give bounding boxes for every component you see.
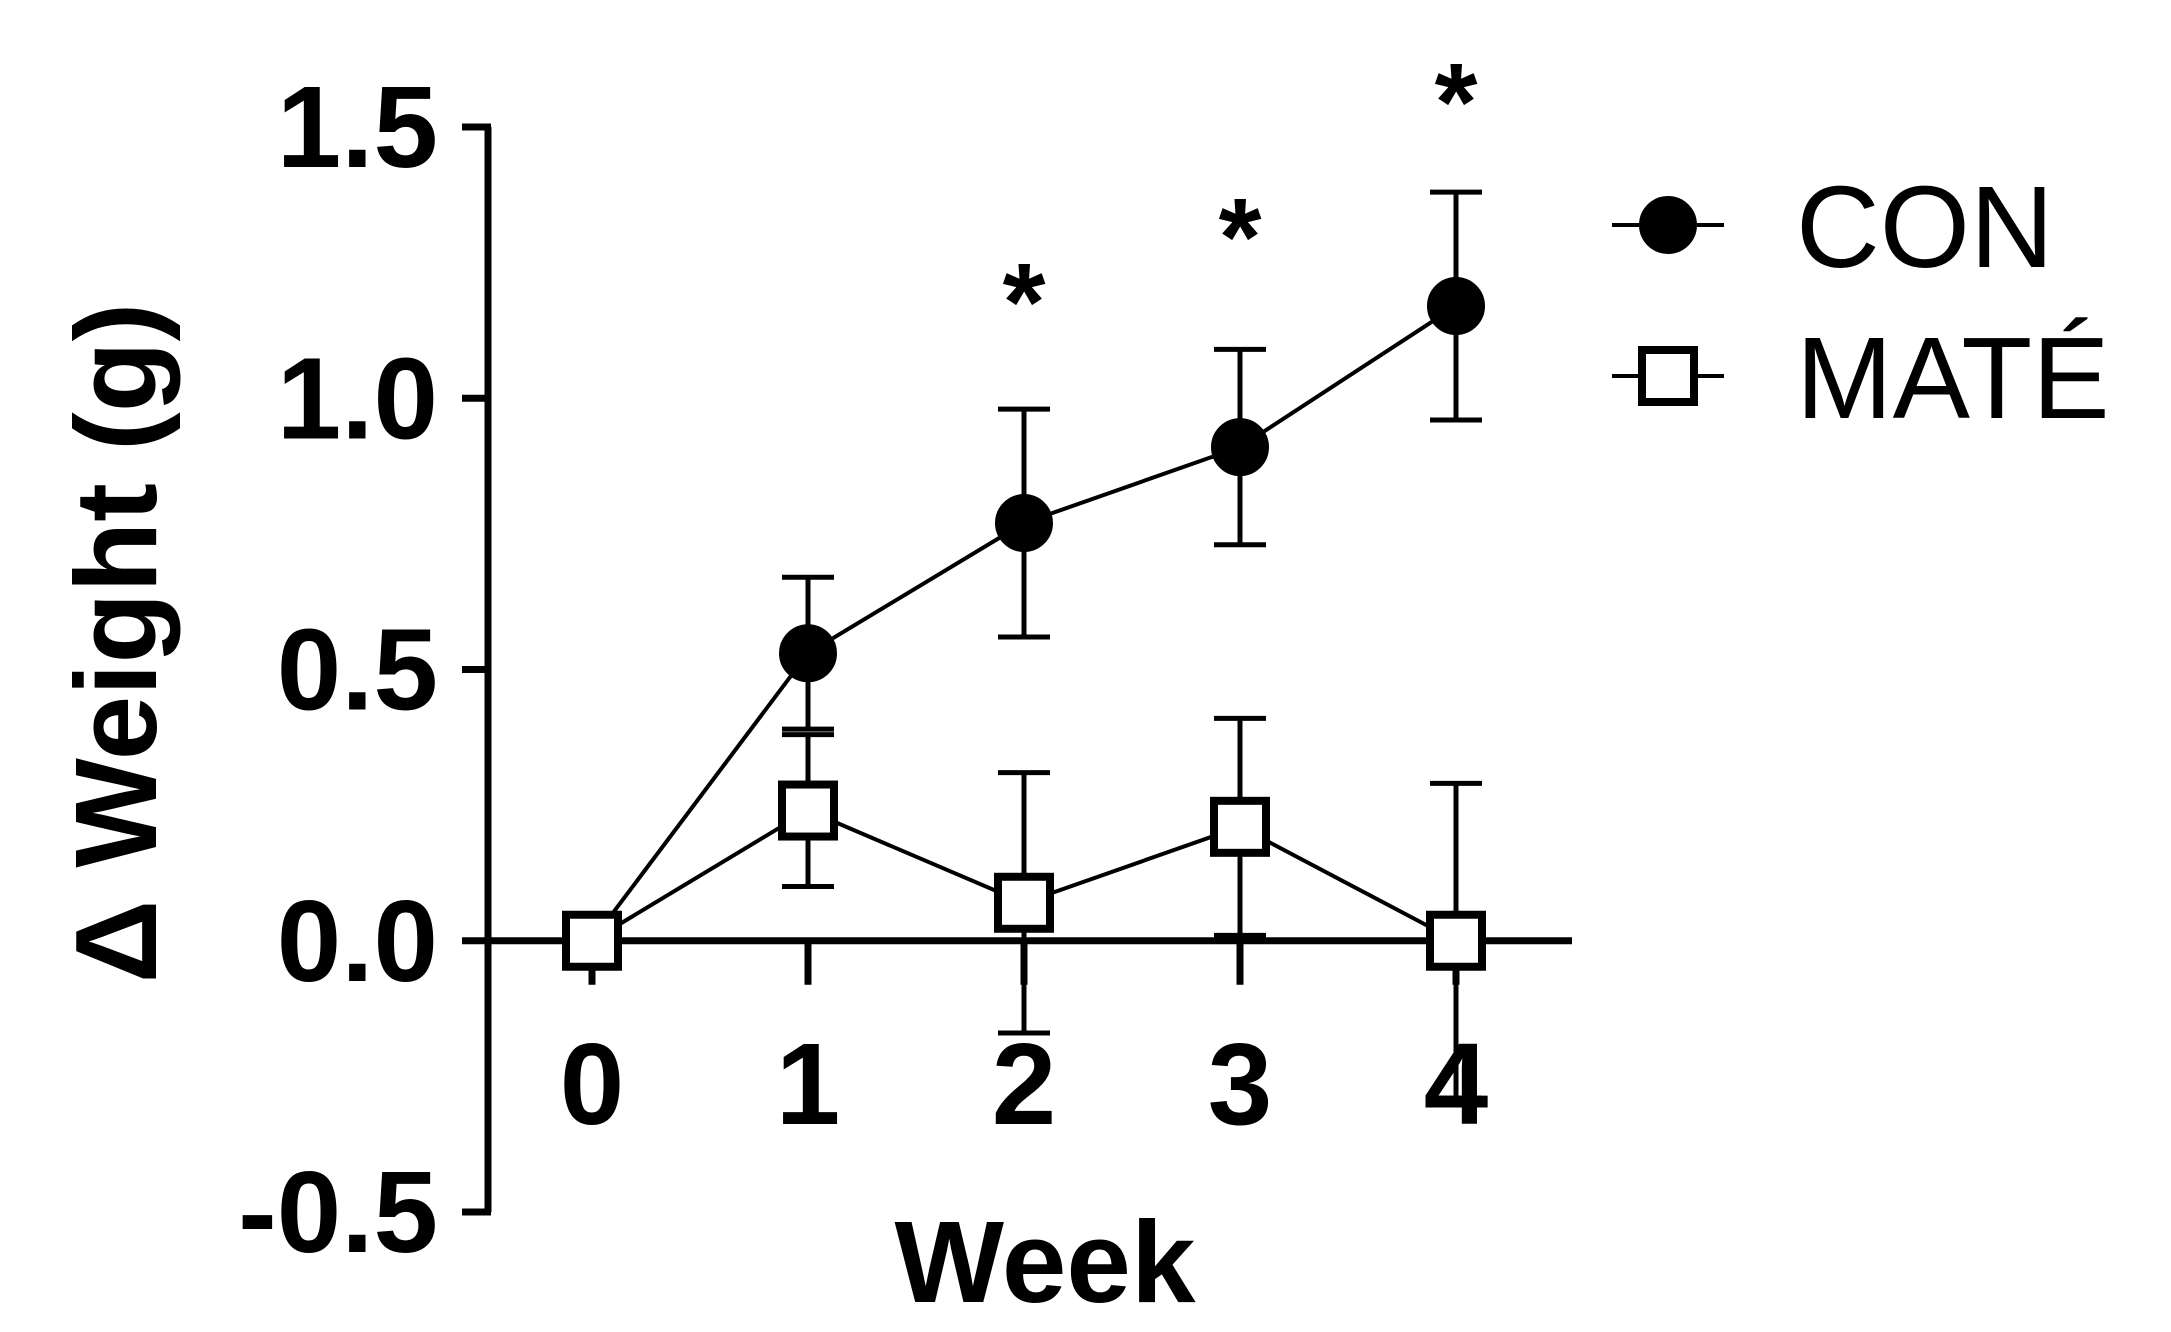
- legend-entry-maté: MATÉ: [1612, 313, 2110, 443]
- legend: CON MATÉ: [1612, 162, 2110, 443]
- data-point: [1426, 910, 1486, 971]
- x-tick-label: 0: [560, 1019, 625, 1149]
- legend-label: MATÉ: [1796, 313, 2110, 443]
- y-tick-label: 1.5: [277, 62, 438, 192]
- series-con: [563, 189, 1485, 970]
- significance-marker: *: [1219, 176, 1262, 299]
- y-tick-label: 0.0: [277, 876, 438, 1006]
- data-point: [779, 624, 837, 683]
- annotations: * * *: [1003, 41, 1478, 364]
- y-tick-label: 0.5: [277, 605, 438, 735]
- x-tick-label: 3: [1208, 1019, 1273, 1149]
- series-maté: [562, 715, 1486, 1101]
- x-tick-label: 2: [992, 1019, 1057, 1149]
- series-layer: [562, 189, 1486, 1101]
- significance-marker: *: [1435, 41, 1478, 164]
- data-point: [1639, 196, 1697, 254]
- data-point: [1638, 346, 1698, 406]
- legend-label: CON: [1796, 162, 2054, 292]
- data-point: [778, 780, 838, 841]
- data-point: [995, 494, 1053, 553]
- legend-entry-con: CON: [1612, 162, 2054, 292]
- data-point: [1210, 796, 1270, 857]
- data-point: [1211, 418, 1269, 477]
- x-axis-title: Week: [895, 1197, 1196, 1327]
- data-point: [1427, 277, 1485, 336]
- y-tick-label: 1.0: [277, 333, 438, 463]
- significance-marker: *: [1003, 241, 1046, 364]
- data-point: [994, 872, 1054, 933]
- data-point: [562, 910, 622, 971]
- x-tick-label: 1: [776, 1019, 841, 1149]
- y-tick-label: -0.5: [238, 1147, 438, 1277]
- y-axis-title: Δ Weight (g): [51, 303, 181, 983]
- axes: -0.50.00.51.01.50 1 2 3 4: [238, 62, 1572, 1277]
